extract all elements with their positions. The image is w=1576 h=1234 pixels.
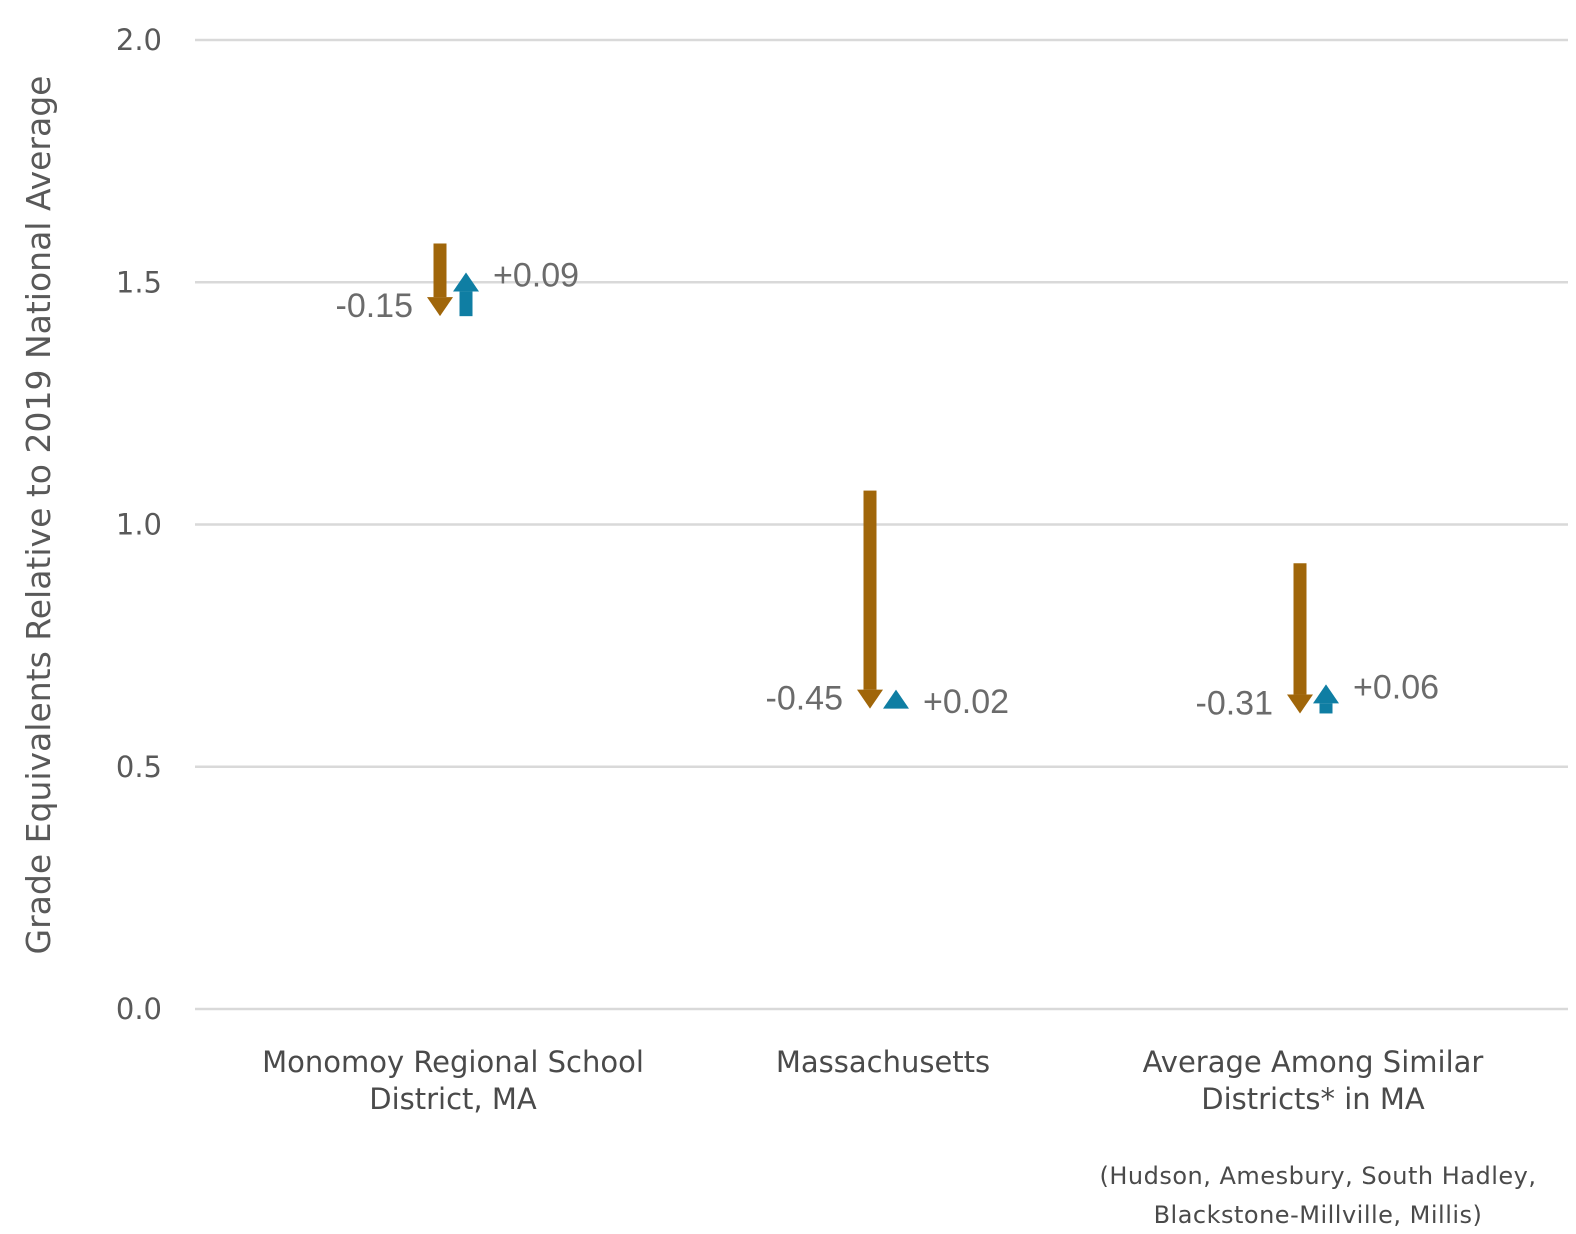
decline-data-label: -0.31 bbox=[1196, 684, 1274, 722]
decline-arrow bbox=[1287, 563, 1313, 714]
recovery-arrow-head bbox=[1313, 684, 1339, 704]
recovery-arrow-head bbox=[453, 272, 479, 292]
recovery-arrow-head bbox=[883, 689, 909, 709]
recovery-data-label: +0.06 bbox=[1353, 668, 1439, 706]
y-tick-label: 0.0 bbox=[116, 992, 162, 1026]
decline-arrow bbox=[427, 243, 453, 317]
gridlines bbox=[195, 38, 1568, 1011]
x-category-label: Monomoy Regional School bbox=[262, 1045, 644, 1079]
decline-data-label: -0.45 bbox=[766, 680, 844, 718]
y-tick-label: 0.5 bbox=[116, 750, 162, 784]
decline-arrow bbox=[857, 490, 883, 709]
decline-data-label: -0.15 bbox=[336, 287, 414, 325]
category-note: Blackstone-Millville, Millis) bbox=[1154, 1201, 1483, 1229]
recovery-data-label: +0.02 bbox=[923, 683, 1009, 721]
category-note: (Hudson, Amesbury, South Hadley, bbox=[1100, 1162, 1537, 1190]
x-category-label: Massachusetts bbox=[776, 1045, 990, 1079]
decline-arrow-shaft bbox=[433, 243, 447, 298]
y-tick-label: 1.0 bbox=[116, 508, 162, 542]
decline-arrow-head bbox=[857, 689, 883, 709]
x-category-label: District, MA bbox=[369, 1082, 537, 1116]
arrow-marks: -0.15 +0.09 -0.45 +0.02 -0.31 +0.06 bbox=[336, 243, 1439, 722]
x-category-label: Districts* in MA bbox=[1201, 1082, 1425, 1116]
recovery-arrow-shaft bbox=[1319, 703, 1333, 714]
y-tick-label: 1.5 bbox=[116, 265, 162, 299]
recovery-arrow bbox=[453, 272, 479, 317]
decline-arrow-shaft bbox=[1293, 563, 1307, 695]
decline-arrow-head bbox=[427, 297, 453, 317]
recovery-arrow-shaft bbox=[459, 291, 473, 317]
recovery-arrow bbox=[1313, 684, 1339, 714]
y-axis-label: Grade Equivalents Relative to 2019 Natio… bbox=[19, 76, 58, 955]
x-category-label: Average Among Similar bbox=[1143, 1045, 1484, 1079]
y-axis-ticks: 0.0 0.5 1.0 1.5 2.0 bbox=[116, 23, 162, 1026]
decline-arrow-head bbox=[1287, 694, 1313, 714]
decline-arrow-shaft bbox=[863, 490, 877, 690]
y-tick-label: 2.0 bbox=[116, 23, 162, 57]
recovery-data-label: +0.09 bbox=[493, 257, 579, 295]
recovery-arrow bbox=[883, 689, 909, 709]
